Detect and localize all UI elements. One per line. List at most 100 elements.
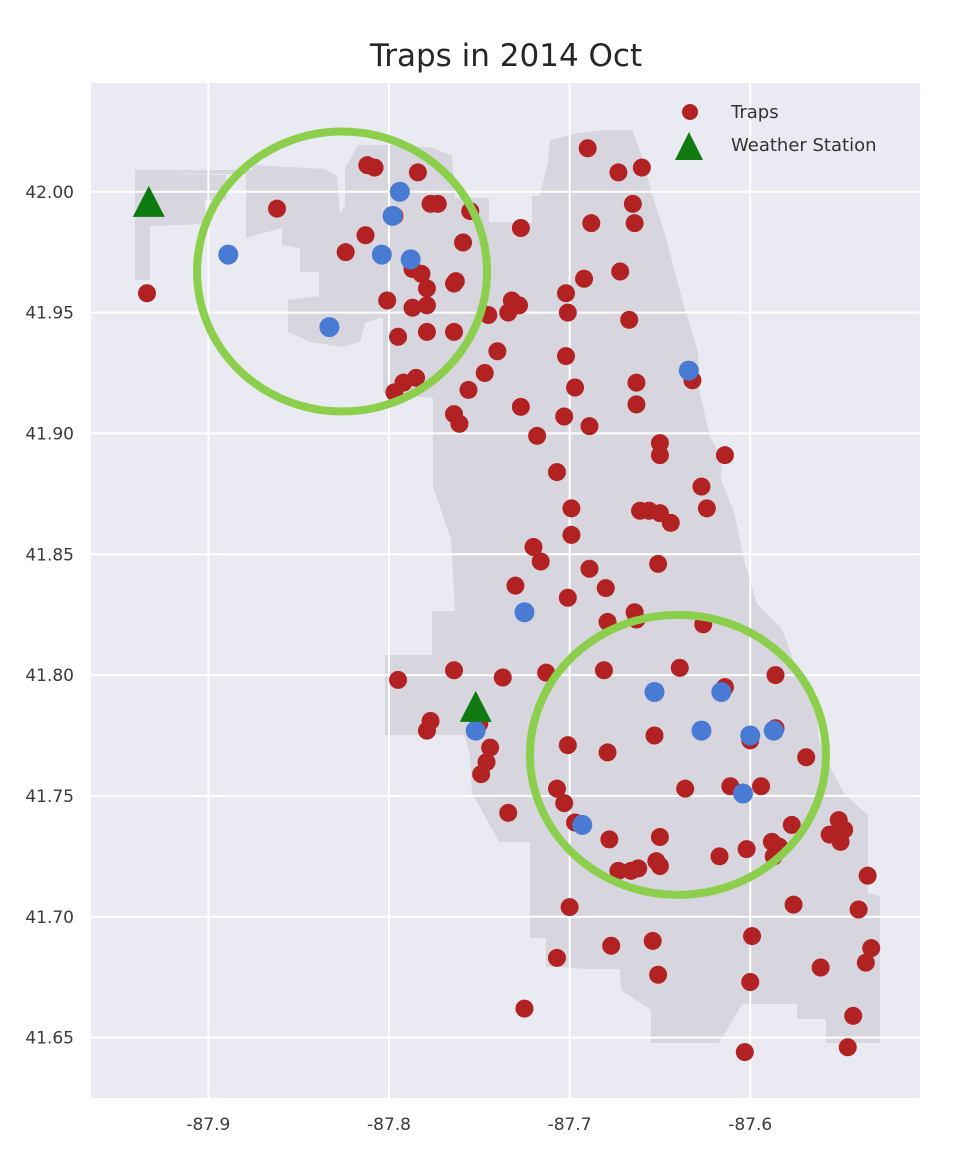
trap-point [625,214,644,233]
trap-point [856,953,875,972]
trap-point [580,417,599,436]
y-tick-label: 41.90 [25,424,74,444]
highlight-point [319,317,340,338]
trap-point [643,931,662,950]
trap-point [602,936,621,955]
legend-weather-label: Weather Station [731,135,877,156]
highlight-point [465,720,486,741]
trap-point [506,576,525,595]
trap-point [454,233,473,252]
trap-point [445,661,464,680]
trap-point [389,670,408,689]
highlight-point [763,720,784,741]
legend-weather-marker [675,132,703,160]
trap-point [849,900,868,919]
y-tick-label: 41.85 [25,545,74,565]
trap-point [528,426,547,445]
highlight-point [371,244,392,265]
highlight-series [218,181,784,835]
trap-point [555,407,574,426]
highlight-circle-1 [193,127,492,416]
trap-point [575,269,594,288]
trap-point [428,194,447,213]
trap-point [515,999,534,1018]
trap-point [378,291,397,310]
trap-point [649,554,668,573]
trap-point [558,588,577,607]
trap-point [831,832,850,851]
trap-point [623,194,642,213]
trap-point [558,303,577,322]
highlight-point [382,205,403,226]
trap-point [741,973,760,991]
trap-point [766,666,785,685]
trap-point [557,347,576,366]
highlight-point [733,783,754,804]
chart-title: Traps in 2014 Oct [369,38,642,74]
trap-point [692,477,711,496]
trap-point [445,322,464,341]
trap-point [566,378,585,397]
trap-point [838,1038,857,1057]
trap-point [622,861,641,880]
legend-traps-marker [682,104,698,120]
x-axis-ticks: -87.9 -87.8 -87.7 -87.6 [186,1115,772,1135]
trap-point [417,322,436,341]
weather-station-series [132,185,492,722]
trap-point [531,552,550,571]
y-tick-label: 41.80 [25,666,74,686]
trap-point [417,296,436,315]
trap-point [488,342,507,361]
trap-point [403,298,422,317]
trap-point [481,738,500,757]
trap-point [676,779,695,798]
trap-point [710,847,729,866]
trap-point [582,214,601,233]
trap-point [475,364,494,382]
trap-point [459,380,478,399]
y-tick-label: 41.95 [25,304,74,324]
traps-series [137,139,881,1062]
trap-point [524,538,543,556]
trap-point [735,1043,754,1062]
trap-point [580,559,599,578]
weather-station-marker [132,185,165,217]
x-tick-label: -87.6 [728,1115,772,1135]
highlight-point [691,720,712,741]
trap-point [858,866,877,885]
trap-point [412,264,431,283]
trap-point [450,414,469,433]
trap-point [844,1006,863,1025]
trap-point [609,861,628,880]
trap-point [782,815,801,834]
trap-point [645,726,664,745]
trap-point [627,373,646,392]
trap-point [650,828,669,846]
highlight-circle-2 [525,610,830,899]
trap-point [862,939,881,958]
x-tick-label: -87.8 [367,1115,411,1135]
highlight-point [514,602,535,623]
trap-point [697,499,716,518]
y-tick-label: 41.70 [25,908,74,928]
trap-point [632,158,651,177]
highlight-point [678,360,699,381]
trap-point [609,163,628,182]
y-tick-label: 41.65 [25,1029,74,1049]
trap-point [547,779,566,798]
y-axis-ticks: 41.65 41.70 41.75 41.80 41.85 41.90 41.95 42.00 [25,183,74,1049]
weather-station-marker [459,690,492,722]
trap-point [784,895,803,914]
trap-point [558,736,577,755]
x-tick-label: -87.7 [548,1115,592,1135]
trap-point [336,243,355,262]
trap-point [600,830,619,849]
trap-point [715,446,734,465]
trap-point [417,279,436,298]
trap-point [417,721,436,740]
trap-point [650,446,669,465]
highlight-point [572,814,593,835]
trap-point [611,262,630,281]
x-tick-label: -87.9 [186,1115,230,1135]
